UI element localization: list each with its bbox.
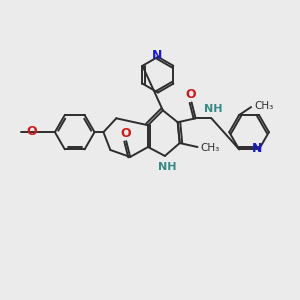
Text: O: O: [185, 88, 196, 101]
Text: CH₃: CH₃: [200, 143, 220, 153]
Text: O: O: [120, 127, 130, 140]
Text: N: N: [252, 142, 262, 155]
Text: O: O: [27, 125, 38, 138]
Text: N: N: [152, 50, 162, 62]
Text: NH: NH: [158, 162, 176, 172]
Text: NH: NH: [204, 104, 223, 114]
Text: CH₃: CH₃: [254, 101, 273, 111]
